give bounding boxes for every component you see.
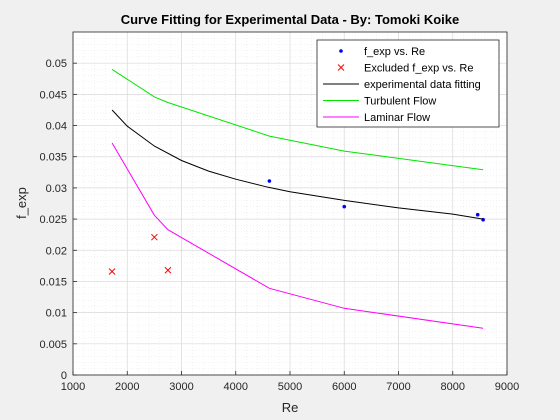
legend-label: experimental data fitting <box>364 79 481 91</box>
legend-entry-excluded-f-exp-vs-re: Excluded f_exp vs. Re <box>337 63 473 75</box>
series-laminar-flow <box>111 142 484 329</box>
x-tick-label: 3000 <box>169 381 193 393</box>
data-point-dot <box>267 179 272 183</box>
x-tick-label: 8000 <box>441 381 465 393</box>
x-tick-label: 4000 <box>224 381 248 393</box>
x-axis-ticks: 1000 2000 3000 4000 5000 6000 7000 8000 9000 <box>61 371 519 393</box>
data-point-x-marker <box>108 268 116 275</box>
series-turbulent-flow <box>111 68 484 171</box>
x-tick-label: 9000 <box>495 381 519 393</box>
y-tick-label: 0 <box>61 370 67 382</box>
x-tick-label: 1000 <box>61 381 85 393</box>
marker-stroke <box>108 268 116 275</box>
x-axis-label: Re <box>282 400 299 415</box>
legend-swatch-x <box>337 64 345 71</box>
x-tick-label: 2000 <box>115 381 139 393</box>
legend: f_exp vs. Re Excluded f_exp vs. Re experim… <box>316 39 500 128</box>
marker-stroke <box>151 233 158 241</box>
series-f-exp-vs-re <box>267 179 485 222</box>
data-point-dot <box>342 204 347 209</box>
y-tick-label: 0.05 <box>46 58 67 70</box>
y-tick-label: 0.02 <box>46 245 67 257</box>
data-point-dot <box>475 212 480 217</box>
legend-label: Turbulent Flow <box>364 96 436 108</box>
x-tick-label: 6000 <box>332 381 356 393</box>
series-line-experimental-data-fitting <box>111 109 484 220</box>
x-tick-label: 5000 <box>278 381 302 393</box>
legend-label: f_exp vs. Re <box>364 46 425 58</box>
data-point-x-marker <box>151 233 158 241</box>
y-axis-ticks: 0 0.005 0.01 0.015 0.02 0.025 0.03 0.035 0.04 0.0… <box>39 58 77 382</box>
y-tick-label: 0.005 <box>39 339 67 351</box>
legend-label: Laminar Flow <box>364 112 430 124</box>
y-tick-label: 0.035 <box>39 152 67 164</box>
series-line-turbulent-flow <box>111 68 484 171</box>
y-tick-label: 0.045 <box>39 89 67 101</box>
series-excluded-f-exp-vs-re <box>108 233 172 275</box>
marker-stroke <box>164 266 172 274</box>
y-tick-label: 0.01 <box>46 308 67 320</box>
y-tick-label: 0.04 <box>46 121 67 133</box>
series-experimental-data-fitting <box>111 109 484 220</box>
legend-entry-f-exp-vs-re: f_exp vs. Re <box>339 46 425 58</box>
y-tick-label: 0.015 <box>39 276 67 288</box>
series-layer <box>108 68 485 329</box>
legend-swatch-dot <box>339 49 343 53</box>
data-point-x-marker <box>164 266 172 274</box>
legend-label: Excluded f_exp vs. Re <box>364 63 473 75</box>
legend-entry-experimental-data-fitting: experimental data fitting <box>323 79 481 91</box>
x-tick-label: 7000 <box>386 381 410 393</box>
y-tick-label: 0.025 <box>39 214 67 226</box>
legend-entry-turbulent-flow: Turbulent Flow <box>323 96 436 108</box>
chart-title: Curve Fitting for Experimental Data - By… <box>121 12 460 27</box>
y-axis-label: f_exp <box>14 187 29 219</box>
legend-entry-laminar-flow: Laminar Flow <box>323 112 430 124</box>
y-tick-label: 0.03 <box>46 183 67 195</box>
series-line-laminar-flow <box>111 142 484 329</box>
